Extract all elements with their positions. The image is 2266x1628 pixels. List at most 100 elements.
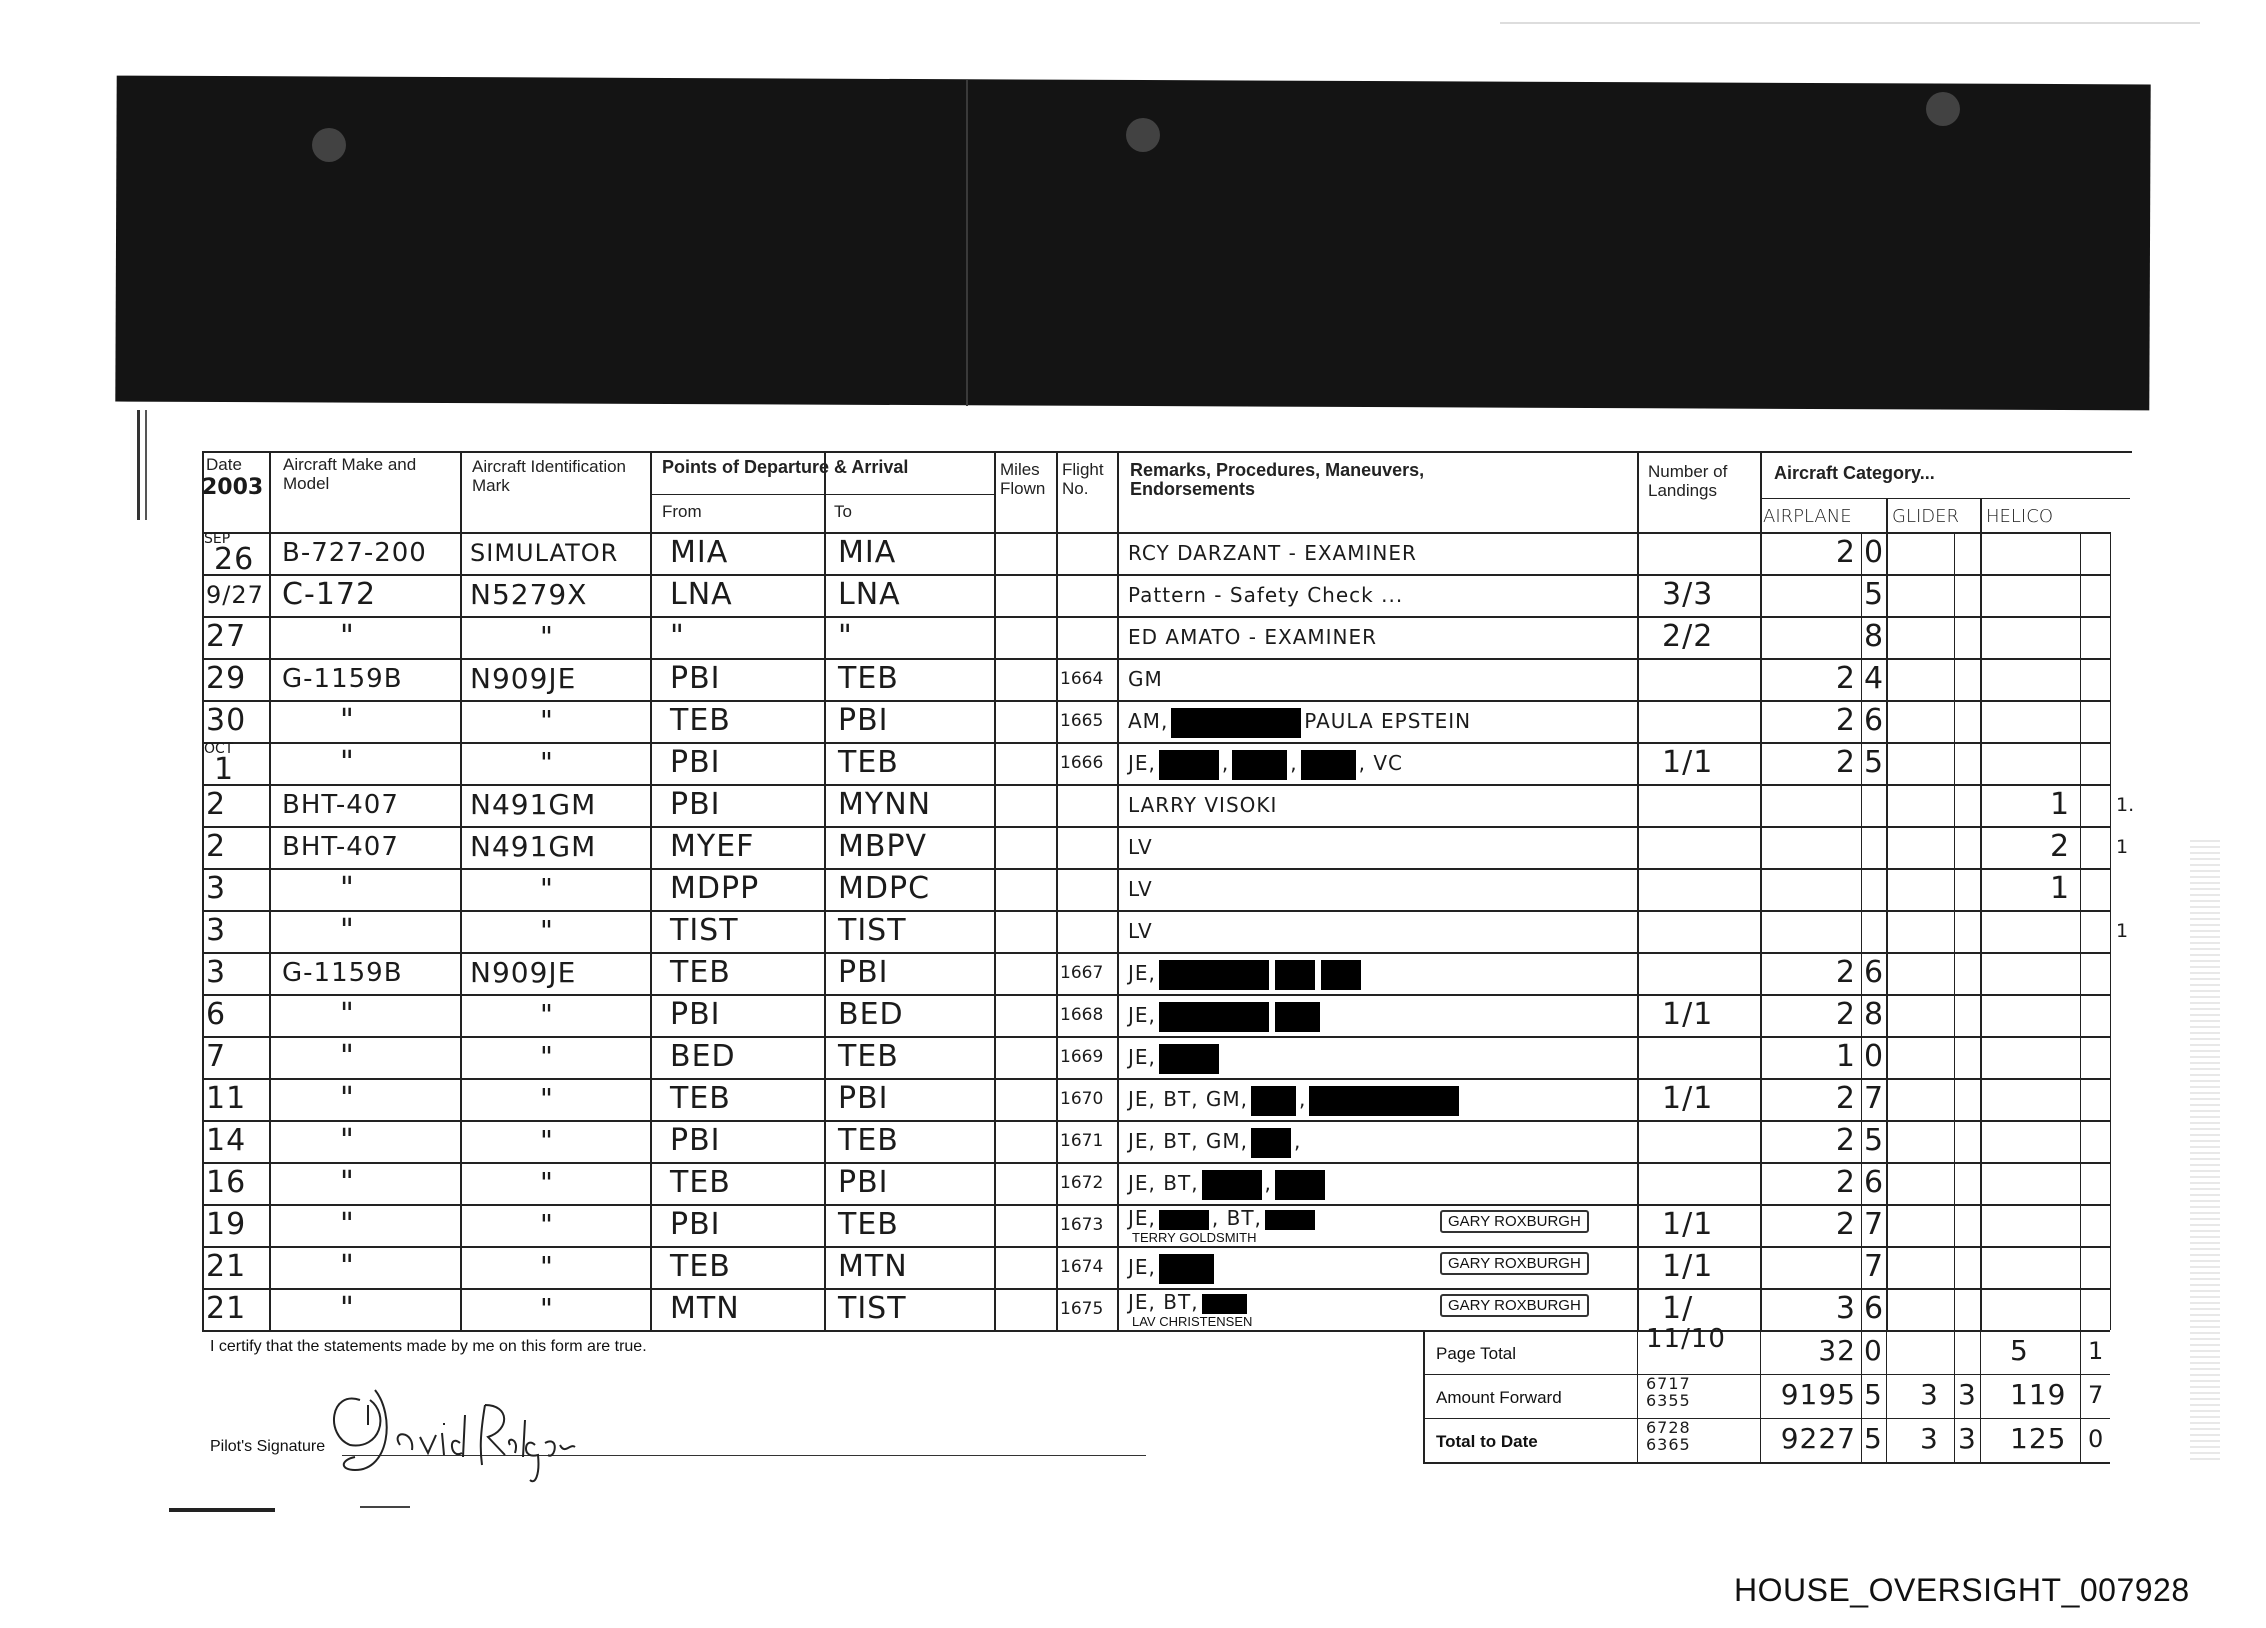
make-cell: C-172 [282,577,377,612]
totals-airplane-tenths: 5 [1864,1378,1883,1411]
totals-airplane-hours: 9195 [1780,1378,1856,1411]
remarks-cell: JE, [1128,952,1364,994]
redaction-box [1158,1209,1209,1230]
from-cell: TEB [670,1165,731,1200]
header-category: Aircraft Category... [1774,463,1935,483]
header-ident: Aircraft Identification Mark [472,457,627,495]
totals-helicopter-hours: 125 [2010,1422,2067,1455]
remarks-cell: JE, [1128,1246,1217,1288]
row-divider [202,1120,2110,1122]
totals-landings: 6717 6355 [1646,1374,1691,1410]
from-cell: PBI [670,745,721,780]
date-cell: 30 [206,703,247,738]
column-divider [1886,498,1888,1330]
row-divider [202,1036,2110,1038]
date-cell: 16 [206,1165,247,1200]
punch-hole [312,128,346,162]
airplane-hours: 1 [1835,1039,1856,1074]
airplane-tenths: 7 [1864,1249,1885,1284]
scan-edge-line [1500,22,2200,24]
ident-cell: " [540,1124,554,1157]
totals-helicopter-tenths: 7 [2088,1381,2105,1409]
from-cell: BED [670,1039,736,1074]
column-divider [994,451,996,1330]
date-cell: 1 [214,752,235,787]
from-cell: PBI [670,661,721,696]
remark-text: JE, BT, GM, [1128,1129,1249,1153]
totals-divider [1423,1418,2110,1419]
date-cell: 27 [206,619,247,654]
remark-text: LARRY VISOKI [1128,793,1278,817]
header-from: From [662,502,702,521]
to-cell: PBI [838,955,889,990]
to-cell: MTN [838,1249,908,1284]
make-cell: " [340,619,355,654]
redaction-box [1251,1127,1292,1158]
flight-no-cell: 1665 [1060,711,1104,731]
signature-label: Pilot's Signature [210,1438,326,1455]
airplane-tenths: 0 [1864,535,1885,570]
remark-text: , BT, [1211,1206,1262,1230]
row-divider [202,826,2110,828]
helicopter-hours: 1 [2050,787,2071,822]
remarks-cell: JE, BT, GM,, [1128,1078,1462,1120]
to-cell: BED [838,997,904,1032]
make-cell: " [340,745,355,780]
date-cell: 3 [206,871,227,906]
flight-no-cell: 1669 [1060,1047,1104,1067]
remark-text: PAULA EPSTEIN [1304,709,1472,733]
remark-text: AM, [1128,709,1169,733]
remark-text: JE, BT, [1128,1171,1199,1195]
ident-cell: " [540,620,554,653]
header-make: Aircraft Make and Model [283,455,417,493]
column-divider [1056,451,1058,1330]
totals-glider-hours: 3 [1920,1378,1939,1411]
totals-airplane-tenths: 0 [1864,1334,1883,1367]
from-cell: MDPP [670,871,760,906]
remark-text: Pattern - Safety Check ... [1128,583,1404,607]
column-divider [824,451,826,1330]
ident-cell: " [540,1166,554,1199]
airplane-hours [1790,574,1856,616]
flight-no-cell: 1668 [1060,1005,1104,1025]
remark-text: JE, [1128,751,1156,775]
remark-text: , [1221,751,1230,775]
remarks-cell: LV [1128,910,1153,952]
to-cell: MIA [838,535,897,570]
date-cell: 26 [214,542,255,577]
to-cell: TIST [838,1291,907,1326]
ident-cell: N909JE [470,956,577,989]
pilot-signature [333,1389,576,1483]
punch-hole [1126,118,1160,152]
row-divider [202,868,2110,870]
remarks-cell: JE, [1128,994,1323,1036]
ident-cell: N491GM [470,830,597,863]
remarks-cell: JE, , BT, [1128,1206,1318,1230]
date-cell: 7 [206,1039,227,1074]
make-cell: " [340,1207,355,1242]
remark-text: JE, BT, GM, [1128,1087,1249,1111]
header-airplane: AIRPLANE [1763,506,1852,527]
helicopter-tenths: 1 [2116,836,2129,858]
date-cell: 29 [206,661,247,696]
totals-divider [1637,1330,1638,1462]
date-cell: 2 [206,829,227,864]
from-cell: PBI [670,787,721,822]
airplane-tenths: 8 [1864,619,1885,654]
airplane-hours: 2 [1835,1081,1856,1116]
examiner-stamp: GARY ROXBURGH [1440,1210,1589,1233]
header-year: 2003 [202,475,264,500]
row-divider [202,1246,2110,1248]
from-cell: MYEF [670,829,755,864]
date-cell: 14 [206,1123,247,1158]
airplane-tenths: 4 [1864,661,1885,696]
examiner-stamp: GARY ROXBURGH [1440,1294,1589,1317]
row-divider [202,1204,2110,1206]
totals-label: Amount Forward [1436,1388,1562,1407]
airplane-tenths: 0 [1864,1039,1885,1074]
to-cell: PBI [838,1165,889,1200]
totals-divider [1886,1330,1887,1462]
airplane-hours: 2 [1835,1123,1856,1158]
flight-no-cell: 1674 [1060,1257,1104,1277]
redaction-box [1274,959,1315,990]
